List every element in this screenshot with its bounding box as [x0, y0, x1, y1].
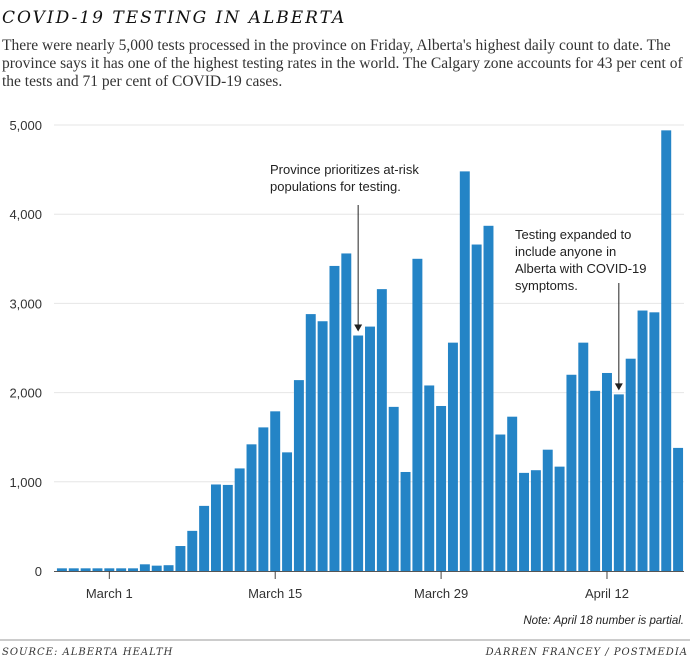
bar [270, 411, 281, 571]
bar [104, 568, 115, 571]
annotation-text: Testing expanded to [515, 227, 631, 242]
arrowhead-icon [354, 324, 363, 332]
annotation-text: include anyone in [515, 244, 616, 259]
bar [483, 225, 494, 571]
chart-subtitle: There were nearly 5,000 tests processed … [2, 37, 683, 90]
bar [128, 568, 138, 571]
bar [139, 564, 150, 571]
bar [92, 568, 103, 571]
bar [625, 358, 636, 571]
x-tick-label: March 1 [86, 586, 133, 601]
bar [673, 447, 684, 571]
bar [305, 314, 316, 571]
bar [80, 568, 91, 571]
bar [329, 265, 340, 571]
bar [495, 434, 506, 571]
chart-note: Note: April 18 number is partial. [523, 615, 684, 627]
x-tick-label: April 12 [585, 586, 629, 601]
bar [459, 171, 470, 571]
bar [436, 405, 447, 571]
bar [187, 530, 198, 571]
bar [68, 568, 79, 571]
y-tick-label: 5,000 [9, 118, 42, 133]
bar [210, 484, 221, 571]
bar [175, 546, 186, 571]
chart-title: COVID-19 TESTING IN ALBERTA [2, 8, 347, 28]
bar [388, 406, 399, 571]
bar [234, 468, 245, 571]
bar [661, 130, 672, 572]
y-tick-label: 2,000 [9, 386, 42, 401]
bar [282, 452, 293, 571]
source-label: SOURCE: ALBERTA HEALTH [2, 647, 174, 658]
bar [341, 253, 352, 571]
annotation-text: symptoms. [515, 278, 578, 293]
bar [530, 470, 541, 571]
bar [613, 394, 624, 571]
annotation-text: Province prioritizes at-risk [270, 162, 419, 177]
y-tick-label: 3,000 [9, 296, 42, 311]
bar [116, 568, 127, 571]
bar [199, 505, 210, 571]
bar [649, 312, 660, 571]
credit-label: DARREN FRANCEY / POSTMEDIA [485, 647, 688, 658]
arrowhead-icon [614, 383, 623, 391]
bar [258, 427, 269, 571]
bar [163, 565, 174, 571]
bar [519, 472, 530, 571]
bar [566, 374, 577, 571]
bar [590, 390, 601, 571]
bar [471, 244, 482, 571]
bar [151, 565, 162, 571]
bar [637, 310, 648, 571]
bar [293, 380, 304, 571]
bar [424, 385, 435, 571]
bar [353, 335, 364, 571]
bar [400, 471, 411, 571]
y-tick-label: 0 [35, 564, 42, 579]
bar [246, 444, 257, 571]
bar [412, 258, 423, 571]
x-tick-label: March 15 [248, 586, 302, 601]
bar [602, 372, 612, 571]
bar [317, 321, 328, 571]
bar [447, 342, 458, 571]
x-tick-label: March 29 [414, 586, 468, 601]
annotation-text: populations for testing. [270, 179, 401, 194]
y-tick-label: 1,000 [9, 475, 42, 490]
bar [554, 466, 565, 571]
bar [376, 289, 387, 571]
y-tick-label: 4,000 [9, 207, 42, 222]
bar [222, 484, 233, 571]
bar [507, 416, 518, 571]
annotation-text: Alberta with COVID-19 [515, 261, 647, 276]
bar [578, 342, 589, 571]
bar [542, 449, 553, 571]
bar [365, 326, 375, 571]
bar [56, 568, 67, 571]
